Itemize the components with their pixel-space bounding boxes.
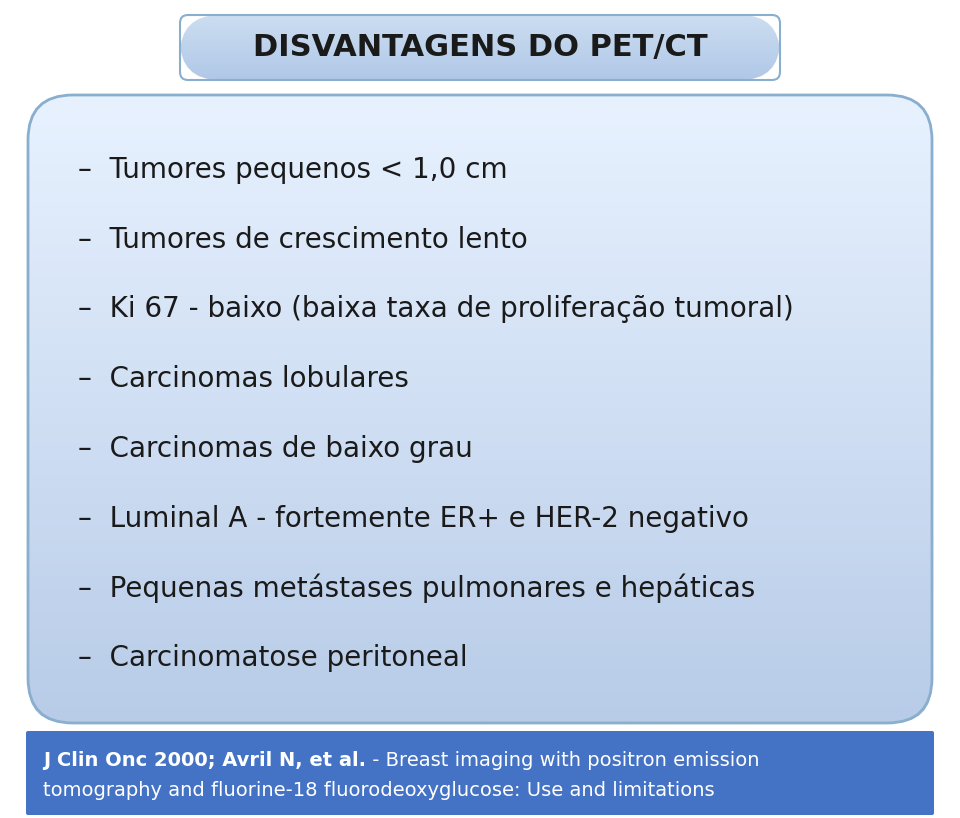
Text: –  Pequenas metástases pulmonares e hepáticas: – Pequenas metástases pulmonares e hepát… — [78, 573, 756, 603]
Text: –  Carcinomas lobulares: – Carcinomas lobulares — [78, 365, 409, 393]
Text: –  Ki 67 - baixo (baixa taxa de proliferação tumoral): – Ki 67 - baixo (baixa taxa de prolifera… — [78, 295, 794, 323]
Text: - Breast imaging with positron emission: - Breast imaging with positron emission — [366, 752, 759, 771]
FancyBboxPatch shape — [26, 731, 934, 815]
Text: tomography and fluorine-18 fluorodeoxyglucose: Use and limitations: tomography and fluorine-18 fluorodeoxygl… — [43, 781, 714, 800]
Text: –  Tumores de crescimento lento: – Tumores de crescimento lento — [78, 226, 528, 254]
Text: J Clin Onc 2000; Avril N, et al.: J Clin Onc 2000; Avril N, et al. — [43, 752, 366, 771]
Text: –  Tumores pequenos < 1,0 cm: – Tumores pequenos < 1,0 cm — [78, 156, 508, 184]
Text: –  Carcinomatose peritoneal: – Carcinomatose peritoneal — [78, 644, 468, 672]
Text: –  Luminal A - fortemente ER+ e HER-2 negativo: – Luminal A - fortemente ER+ e HER-2 neg… — [78, 505, 749, 533]
Text: DISVANTAGENS DO PET/CT: DISVANTAGENS DO PET/CT — [252, 33, 708, 62]
Text: –  Carcinomas de baixo grau: – Carcinomas de baixo grau — [78, 435, 472, 463]
